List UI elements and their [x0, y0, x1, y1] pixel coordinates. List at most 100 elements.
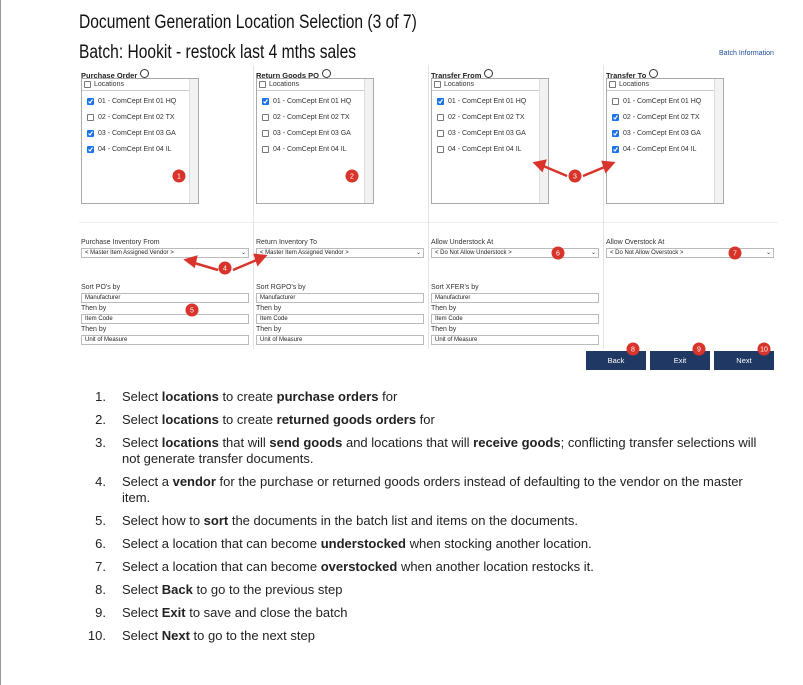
- instruction-text: to go to the next step: [189, 628, 315, 643]
- check-mark: [438, 99, 443, 104]
- checkbox[interactable]: [437, 146, 444, 153]
- sort-dropdown[interactable]: Item Code: [256, 314, 424, 324]
- dropdown[interactable]: < Do Not Allow Understock >: [431, 248, 599, 258]
- list-header: Locations: [444, 81, 474, 88]
- instruction: 8. Select Back to go to the previous step: [95, 582, 772, 598]
- dropdown-arrow: ⌄: [416, 250, 422, 256]
- arrow-head: [601, 160, 616, 174]
- nav-button[interactable]: Back: [586, 351, 646, 370]
- instruction-text: to create: [218, 412, 277, 427]
- instruction-text: Select a: [122, 474, 173, 489]
- info-icon: [321, 69, 331, 78]
- instruction-text: to go to the previous step: [192, 582, 343, 597]
- instruction-emphasis: purchase orders: [276, 389, 379, 404]
- list-header-row: Locations: [82, 79, 189, 91]
- callout-number: 8: [631, 347, 635, 354]
- checkbox[interactable]: [612, 146, 619, 153]
- sort-label: Then by: [256, 326, 282, 333]
- checkbox[interactable]: [87, 130, 94, 137]
- callout-badge: [692, 342, 706, 356]
- sort-label: Then by: [81, 305, 107, 312]
- sort-dropdown[interactable]: Item Code: [431, 314, 599, 324]
- checkbox[interactable]: [259, 81, 266, 88]
- sort-label: Then by: [431, 326, 457, 333]
- sort-dropdown[interactable]: Manufacturer: [81, 293, 249, 303]
- instruction-text: to create: [218, 389, 277, 404]
- instruction-number: 7.: [95, 559, 106, 574]
- instruction-number: 2.: [95, 412, 106, 427]
- callout-number: 2: [350, 174, 354, 181]
- location-label: 03 - ComCept Ent 03 GA: [448, 130, 526, 137]
- checkbox[interactable]: [609, 81, 616, 88]
- selection-panel: Purchase Order Locations 01 - ComCept Ent …: [79, 65, 779, 349]
- column-title: Purchase Order: [81, 69, 150, 80]
- sort-dropdown[interactable]: Unit of Measure: [431, 335, 599, 345]
- instruction-emphasis: locations: [161, 389, 219, 404]
- checkbox[interactable]: [262, 130, 269, 137]
- checkbox[interactable]: [437, 114, 444, 121]
- callout-number: 1: [177, 174, 181, 181]
- instruction-text: when another location restocks it.: [397, 559, 594, 574]
- location-label: 01 - ComCept Ent 01 HQ: [623, 98, 702, 105]
- dropdown[interactable]: < Master Item Assigned Vendor >: [81, 248, 249, 258]
- batch-info-link[interactable]: Batch Information: [719, 50, 774, 57]
- checkbox[interactable]: [262, 146, 269, 153]
- instruction-emphasis: overstocked: [320, 559, 398, 574]
- location-listbox: Locations 01 - ComCept Ent 01 HQ 02 - ComC…: [256, 78, 374, 204]
- checkbox[interactable]: [437, 130, 444, 137]
- instruction: 5. Select how to sort the documents in th…: [95, 513, 772, 529]
- sort-dropdown[interactable]: Manufacturer: [256, 293, 424, 303]
- column: Return Goods PO Locations 01 - ComCept Ent…: [254, 65, 429, 349]
- checkbox[interactable]: [262, 114, 269, 121]
- sort-label: Sort XFER's by: [431, 284, 479, 291]
- location-listbox: Locations 01 - ComCept Ent 01 HQ 02 - ComC…: [606, 78, 724, 204]
- location-label: 02 - ComCept Ent 02 TX: [273, 114, 350, 121]
- info-icon: [649, 69, 659, 78]
- callout-badge: [172, 169, 186, 183]
- location-label: 04 - ComCept Ent 04 IL: [273, 146, 347, 153]
- list-header: Locations: [94, 81, 124, 88]
- column-title: Transfer To: [606, 69, 659, 80]
- nav-button[interactable]: Next: [714, 351, 774, 370]
- location-label: 03 - ComCept Ent 03 GA: [273, 130, 351, 137]
- sort-dropdown[interactable]: Manufacturer: [431, 293, 599, 303]
- checkbox[interactable]: [87, 114, 94, 121]
- checkbox[interactable]: [612, 114, 619, 121]
- checkbox[interactable]: [87, 146, 94, 153]
- callout-number: 9: [697, 347, 701, 354]
- sort-dropdown[interactable]: Unit of Measure: [256, 335, 424, 345]
- scrollbar: [189, 79, 198, 203]
- checkbox[interactable]: [437, 98, 444, 105]
- instruction: 2. Select locations to create returned go…: [95, 412, 772, 428]
- sort-dropdown[interactable]: Unit of Measure: [81, 335, 249, 345]
- list-header-row: Locations: [257, 79, 364, 91]
- dropdown-label: Allow Overstock At: [606, 239, 665, 246]
- dropdown-arrow: ⌄: [591, 250, 597, 256]
- instruction-text: Select a location that can become: [122, 559, 321, 574]
- callout-badge: [626, 342, 640, 356]
- checkbox[interactable]: [434, 81, 441, 88]
- dropdown[interactable]: < Master Item Assigned Vendor >: [256, 248, 424, 258]
- page-title: Document Generation Location Selection (…: [79, 12, 417, 33]
- dropdown[interactable]: < Do Not Allow Overstock >: [606, 248, 774, 258]
- callout-number: 3: [573, 174, 577, 181]
- sort-label: Then by: [431, 305, 457, 312]
- dropdown-label: Purchase Inventory From: [81, 239, 160, 246]
- instruction: 10. Select Next to go to the next step: [88, 628, 772, 644]
- instruction-text: Select: [122, 412, 162, 427]
- nav-button[interactable]: Exit: [650, 351, 710, 370]
- instruction-number: 1.: [95, 389, 106, 404]
- callout-badge: [218, 261, 232, 275]
- callout-number: 4: [223, 266, 227, 273]
- instruction-text: and locations that will: [342, 435, 474, 450]
- checkbox[interactable]: [262, 98, 269, 105]
- instruction-text: Select: [122, 389, 162, 404]
- checkbox[interactable]: [612, 130, 619, 137]
- sort-dropdown[interactable]: Item Code: [81, 314, 249, 324]
- checkbox[interactable]: [87, 98, 94, 105]
- checkbox[interactable]: [84, 81, 91, 88]
- arrows: [183, 159, 616, 272]
- check-mark: [613, 147, 618, 152]
- checkbox[interactable]: [612, 98, 619, 105]
- instruction-text: for the purchase or returned goods order…: [122, 474, 743, 505]
